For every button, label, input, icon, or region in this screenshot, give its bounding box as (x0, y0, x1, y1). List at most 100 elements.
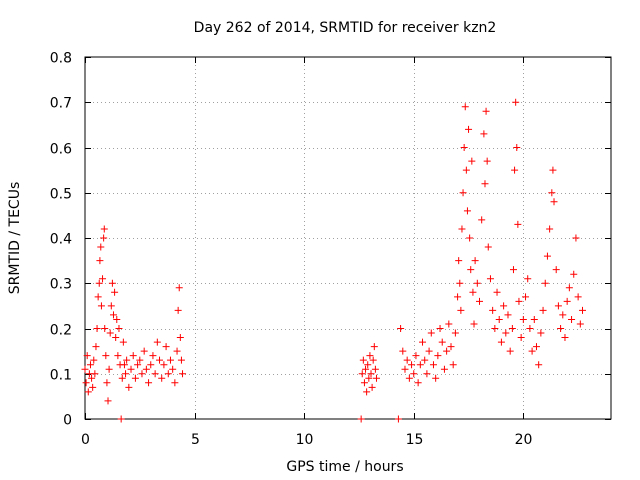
data-point (458, 225, 466, 233)
x-tick-label: 0 (81, 432, 90, 448)
data-point (84, 388, 92, 396)
data-point (455, 257, 463, 265)
y-tick-label: 0.7 (50, 96, 72, 112)
data-point (149, 352, 157, 360)
data-point (115, 325, 123, 332)
data-point (102, 352, 110, 360)
data-point (359, 356, 367, 364)
data-point (109, 311, 117, 319)
data-point (461, 103, 469, 111)
data-point (469, 288, 477, 296)
data-point (511, 166, 519, 174)
data-point (514, 220, 522, 228)
data-point (113, 315, 121, 323)
data-point (532, 343, 540, 351)
data-point (570, 270, 578, 278)
data-point (541, 279, 549, 287)
data-point (454, 293, 462, 301)
data-point (543, 252, 551, 260)
data-point (129, 352, 137, 360)
data-point (517, 334, 525, 342)
data-point (90, 356, 98, 364)
data-point (500, 302, 508, 310)
data-point (416, 361, 424, 369)
data-point (427, 329, 435, 337)
data-point (481, 180, 489, 188)
data-point (372, 374, 380, 382)
data-point (438, 338, 446, 346)
data-point (483, 157, 491, 165)
data-point (484, 243, 492, 251)
data-point (95, 279, 103, 287)
data-point (370, 343, 378, 351)
data-point (88, 374, 96, 382)
data-point (151, 370, 159, 378)
data-point (447, 343, 455, 351)
data-point (118, 374, 126, 382)
y-tick-label: 0.3 (50, 277, 72, 293)
data-point (363, 388, 371, 396)
data-point (460, 144, 468, 151)
data-point (466, 234, 474, 242)
data-point (164, 370, 172, 378)
data-point (512, 98, 520, 106)
data-point (509, 266, 517, 274)
data-point (480, 130, 488, 138)
data-point (478, 216, 486, 224)
data-point (457, 306, 465, 314)
data-point (105, 365, 113, 373)
data-point (526, 325, 534, 332)
data-point (142, 365, 150, 373)
data-point (495, 315, 503, 323)
data-point (423, 370, 431, 378)
data-point (362, 365, 370, 373)
data-point (463, 207, 471, 215)
data-point (546, 225, 554, 233)
data-point (473, 279, 481, 287)
data-point (401, 365, 409, 373)
grid-lines (85, 57, 611, 419)
data-point (140, 347, 148, 355)
data-point (397, 325, 405, 332)
data-point (123, 356, 131, 364)
data-point (122, 370, 130, 378)
data-point (467, 266, 475, 274)
x-axis-label: GPS time / hours (286, 459, 403, 475)
data-point (572, 234, 580, 242)
data-point (358, 370, 366, 378)
data-point (91, 370, 99, 378)
x-tick-label: 20 (515, 432, 533, 448)
data-point (432, 374, 440, 382)
data-point (468, 157, 476, 165)
data-point (552, 266, 560, 274)
data-point (408, 361, 416, 369)
data-point (103, 379, 111, 387)
data-point (177, 356, 185, 364)
data-point (366, 352, 374, 360)
y-tick-label: 0.5 (50, 187, 72, 203)
data-point (360, 379, 368, 387)
data-point (568, 315, 576, 323)
data-point (528, 347, 536, 355)
data-point (576, 320, 584, 328)
data-point (548, 189, 556, 197)
data-point (120, 361, 128, 369)
data-point (524, 275, 532, 283)
data-point (160, 361, 168, 369)
data-point (97, 243, 105, 251)
data-point (96, 257, 104, 265)
data-point (94, 293, 102, 301)
data-point (127, 365, 135, 373)
data-point (465, 125, 473, 133)
data-point (101, 325, 109, 332)
data-point (131, 374, 139, 382)
data-point (405, 374, 413, 382)
data-point (153, 338, 161, 346)
data-point (365, 374, 373, 382)
data-point (92, 343, 100, 351)
data-point (456, 279, 464, 287)
data-point (100, 234, 108, 242)
data-point (107, 302, 115, 310)
data-point (491, 325, 499, 332)
y-tick-label: 0 (63, 413, 72, 429)
